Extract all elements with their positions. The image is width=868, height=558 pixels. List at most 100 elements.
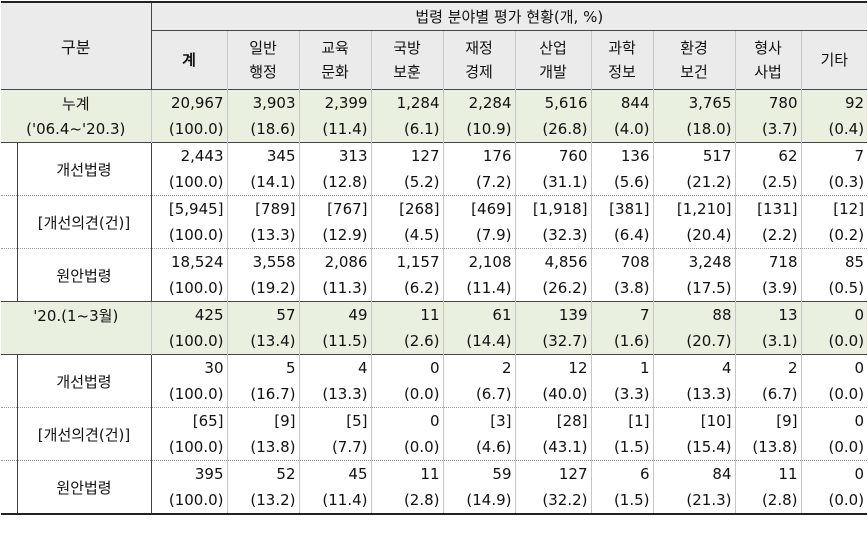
- table-cell: (12.9): [298, 222, 372, 249]
- indent-spacer: [1, 248, 17, 302]
- table-cell: (6.7): [442, 381, 516, 408]
- table-row: '20.(1~3월) 425 57 49 11 61 139 7 88 13 0: [1, 301, 868, 328]
- table-cell: (20.4): [652, 222, 736, 249]
- table-cell: (0.5): [800, 275, 868, 302]
- table-cell: 85: [800, 248, 868, 275]
- table-cell: (0.2): [800, 222, 868, 249]
- row-label: 원안법령: [16, 248, 152, 302]
- table-cell: 3,248: [652, 248, 736, 275]
- table-cell: (100.0): [150, 169, 228, 196]
- column-header-line: 사법: [754, 63, 782, 81]
- table-cell: (21.2): [652, 169, 736, 196]
- table-row: 원안법령 395 52 45 11 59 127 6 84 11 0: [1, 460, 868, 515]
- table-cell: 0: [800, 301, 868, 328]
- table-cell: (2.8): [370, 487, 444, 515]
- table-cell: 52: [226, 460, 300, 487]
- table-row: [개선의견(건)] [5,945] [789] [767] [268] [469] [1,9…: [1, 195, 868, 249]
- table-row: (100.0) (13.2) (11.4) (2.8) (14.9) (32.2) (1.5…: [1, 487, 868, 515]
- table-cell: [65]: [150, 407, 228, 434]
- indent-spacer: [1, 460, 17, 514]
- table-cell: [3]: [442, 407, 516, 434]
- table-cell: [131]: [734, 195, 802, 222]
- table-cell: 92: [800, 89, 868, 116]
- table-cell: (100.0): [150, 381, 228, 408]
- table-cell: [381]: [590, 195, 654, 222]
- table-row: 누계 20,967 3,903 2,399 1,284 2,284 5,616 844 3,76…: [1, 89, 868, 116]
- indent-spacer: [1, 407, 17, 461]
- table-cell: (19.2): [226, 275, 300, 302]
- table-cell: (4.6): [442, 434, 516, 461]
- table-cell: 57: [226, 301, 300, 328]
- table-cell: (6.1): [370, 116, 444, 143]
- table-cell: 345: [226, 142, 300, 169]
- table-cell: 11: [370, 301, 444, 328]
- table-cell: (15.4): [652, 434, 736, 461]
- group-label-period: [1, 328, 151, 355]
- table-cell: (7.2): [442, 169, 516, 196]
- table-cell: (4.0): [590, 116, 654, 143]
- table-cell: [9]: [734, 407, 802, 434]
- table-cell: [767]: [298, 195, 372, 222]
- table-cell: (12.8): [298, 169, 372, 196]
- table-cell: (1.6): [590, 328, 654, 355]
- column-header-line: 재정: [465, 39, 493, 57]
- column-header-line: 보건: [680, 63, 708, 81]
- table-cell: (13.3): [652, 381, 736, 408]
- table-cell: [1,918]: [514, 195, 592, 222]
- row-label: [개선의견(건)]: [16, 407, 152, 461]
- table-row: 개선법령 30 5 4 0 2 12 1 4 2 0: [1, 354, 868, 408]
- table-cell: (3.1): [734, 328, 802, 355]
- table-cell: (1.5): [590, 434, 654, 461]
- column-header-line: 문화: [321, 63, 349, 81]
- column-header-line: 정보: [608, 63, 636, 81]
- table-cell: 0: [800, 460, 868, 487]
- table-cell: (100.0): [150, 222, 228, 249]
- table-cell: 1,284: [370, 89, 444, 116]
- table-cell: 780: [734, 89, 802, 116]
- table-cell: [28]: [514, 407, 592, 434]
- table-cell: (0.0): [800, 381, 868, 408]
- table-cell: (14.1): [226, 169, 300, 196]
- table-cell: 127: [370, 142, 444, 169]
- row-label: 개선법령: [16, 354, 152, 408]
- table-cell: 1,157: [370, 248, 444, 275]
- table-cell: 139: [514, 301, 592, 328]
- table-cell: (100.0): [150, 116, 228, 143]
- table-row: (100.0) (13.3) (12.9) (4.5) (7.9) (32.3) (6.4)…: [1, 222, 868, 249]
- row-label: 원안법령: [16, 460, 152, 515]
- table-cell: (14.4): [442, 328, 516, 355]
- table-cell: 18,524: [150, 248, 228, 275]
- table-cell: 20,967: [150, 89, 228, 116]
- group-label: 누계: [61, 94, 90, 113]
- table-cell: 425: [150, 301, 228, 328]
- table-row: (100.0) (16.7) (13.3) (0.0) (6.7) (40.0) (3.3)…: [1, 381, 868, 408]
- table-cell: (18.6): [226, 116, 300, 143]
- table-cell: (100.0): [150, 487, 228, 515]
- table-cell: (5.2): [370, 169, 444, 196]
- table-cell: 11: [370, 460, 444, 487]
- table-cell: (11.3): [298, 275, 372, 302]
- table-row: 개선법령 2,443 345 313 127 176 760 136 517 62 7: [1, 142, 868, 196]
- table-cell: 0: [800, 407, 868, 434]
- table-cell: 30: [150, 354, 228, 381]
- table-cell: (3.7): [734, 116, 802, 143]
- table-cell: (32.2): [514, 487, 592, 515]
- table-cell: 2: [442, 354, 516, 381]
- table-cell: 45: [298, 460, 372, 487]
- table-cell: (1.5): [590, 487, 654, 515]
- column-header-line: 산업: [539, 39, 567, 57]
- table-cell: (2.2): [734, 222, 802, 249]
- table-cell: 517: [652, 142, 736, 169]
- table-cell: 2,284: [442, 89, 516, 116]
- table-cell: (7.7): [298, 434, 372, 461]
- table-cell: [10]: [652, 407, 736, 434]
- table-row: (100.0) (13.4) (11.5) (2.6) (14.4) (32.7) (1.6…: [1, 328, 868, 355]
- table-cell: 3,903: [226, 89, 300, 116]
- table-cell: 844: [590, 89, 654, 116]
- table-row: ('06.4~'20.3) (100.0) (18.6) (11.4) (6.1) (10…: [1, 116, 868, 143]
- table-cell: 84: [652, 460, 736, 487]
- table-cell: (43.1): [514, 434, 592, 461]
- group-label: '20.(1~3월): [33, 306, 119, 325]
- column-header-line: 경제: [465, 63, 493, 81]
